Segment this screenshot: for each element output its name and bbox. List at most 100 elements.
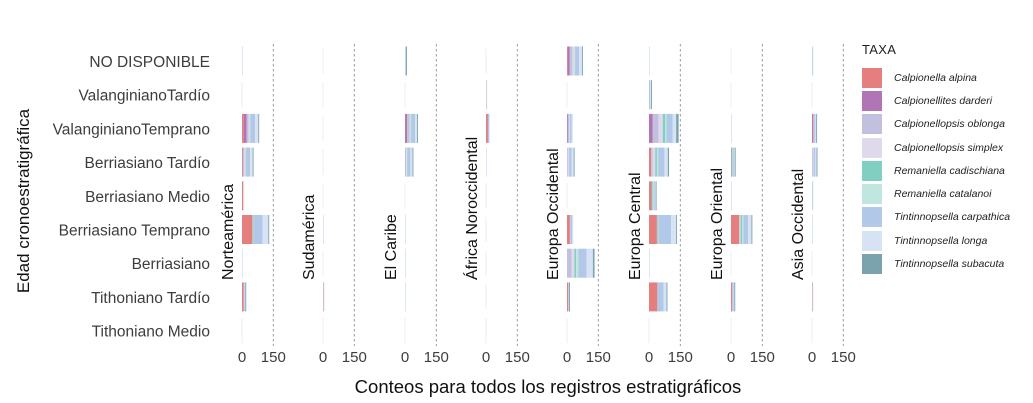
bar-segment: [406, 46, 407, 76]
y-tick-label: Berriasiano Temprano: [59, 223, 210, 240]
bar-segment: [652, 147, 656, 177]
bar-segment: [676, 215, 678, 244]
bar-segment: [658, 215, 672, 244]
bar-segment: [567, 46, 568, 76]
bar-segment: [655, 147, 657, 177]
bar-segment: [586, 248, 593, 278]
bar-segment: [574, 248, 577, 278]
bar-segment: [739, 215, 741, 244]
bar-segment: [412, 113, 416, 143]
facet-label: Europa Occidental: [545, 148, 562, 280]
x-tick-label: 150: [424, 349, 449, 366]
legend-label: Tintinnopsella longa: [894, 234, 988, 247]
bar-segment: [242, 248, 243, 278]
bar-segment: [412, 147, 414, 177]
bar-segment: [407, 113, 410, 143]
x-tick-label: 0: [319, 349, 327, 366]
bar-segment: [649, 282, 658, 312]
bar-segment: [567, 215, 570, 244]
bar-segment: [242, 215, 253, 244]
bar-segment: [651, 147, 653, 177]
legend-label: Remaniella catalanoi: [894, 188, 992, 201]
bar-segment: [812, 113, 814, 143]
bar-segment: [649, 113, 653, 143]
legend-swatch: [862, 114, 882, 135]
bar-segment: [816, 147, 818, 177]
bar-segment: [676, 113, 679, 143]
legend-item: Calpionellopsis simplex: [862, 136, 1030, 159]
bar-segment: [662, 113, 666, 143]
bar-segment: [572, 215, 574, 244]
bar-segment: [405, 215, 406, 244]
bar-segment: [573, 147, 575, 177]
bar-segment: [814, 113, 816, 143]
legend-label: Remaniella cadischiana: [894, 164, 1005, 177]
bar-segment: [671, 215, 677, 244]
bar-segment: [731, 282, 733, 312]
legend-item: Remaniella cadischiana: [862, 159, 1030, 182]
legend-swatch: [862, 207, 882, 228]
bar-segment: [567, 113, 570, 143]
bar-segment: [248, 113, 251, 143]
bar-segment: [649, 215, 657, 244]
bar-segment: [268, 215, 270, 244]
bar-segment: [650, 80, 652, 110]
bar-segment: [243, 113, 247, 143]
bar-segment: [569, 46, 573, 76]
legend-items: Calpionella alpina Calpionellites darderi…: [862, 66, 1030, 276]
bar-segment: [567, 147, 568, 177]
x-tick-label: 0: [808, 349, 816, 366]
bar-segment: [406, 147, 408, 177]
legend-label: Calpionellites darderi: [894, 94, 993, 107]
bar-segment: [567, 147, 570, 177]
x-tick-label: 0: [645, 349, 653, 366]
bar-segment: [567, 46, 570, 76]
bar-segment: [323, 215, 324, 244]
bar-segment: [592, 248, 595, 278]
bar-segment: [658, 113, 663, 143]
bar-segment: [812, 147, 814, 177]
bar-segment: [250, 147, 253, 177]
bar-segment: [734, 147, 736, 177]
x-tick-label: 0: [401, 349, 409, 366]
bar-segment: [246, 113, 249, 143]
y-tick-label: Berriasiano: [132, 256, 210, 273]
bar-segment: [417, 113, 419, 143]
bar-segment: [578, 248, 587, 278]
bar-segment: [405, 282, 406, 312]
bar-segment: [250, 113, 256, 143]
bar-segment: [486, 113, 488, 143]
legend-item: Remaniella catalanoi: [862, 182, 1030, 205]
bar-segment: [813, 147, 816, 177]
bar-segment: [405, 113, 408, 143]
bar-segment: [486, 80, 488, 110]
bar-segment: [812, 147, 813, 177]
bar-segment: [812, 282, 814, 312]
legend-item: Calpionella alpina: [862, 66, 1030, 89]
x-tick-label: 150: [750, 349, 775, 366]
bar-segment: [666, 113, 673, 143]
legend-title: TAXA: [862, 42, 897, 57]
bar-segment: [569, 113, 572, 143]
bar-segment: [653, 181, 655, 211]
facet-label: Asia Occidental: [790, 169, 807, 280]
bar-segment: [245, 282, 247, 312]
bar-segment: [242, 46, 243, 76]
bar-segment: [742, 215, 744, 244]
bar-segment: [410, 113, 412, 143]
bar-segment: [649, 46, 650, 76]
x-tick-label: 150: [505, 349, 530, 366]
bar-segment: [569, 282, 570, 312]
x-tick-label: 0: [727, 349, 735, 366]
bar-segment: [488, 113, 490, 143]
bar-segment: [567, 248, 572, 278]
bar-segment: [323, 282, 325, 312]
bar-segment: [246, 147, 251, 177]
legend-swatch: [862, 67, 882, 88]
bar-segment: [570, 215, 573, 244]
x-tick-label: 150: [668, 349, 693, 366]
bar-segment: [816, 113, 818, 143]
bar-segment: [654, 181, 656, 211]
legend-label: Tintinnopsella subacuta: [894, 258, 1005, 271]
